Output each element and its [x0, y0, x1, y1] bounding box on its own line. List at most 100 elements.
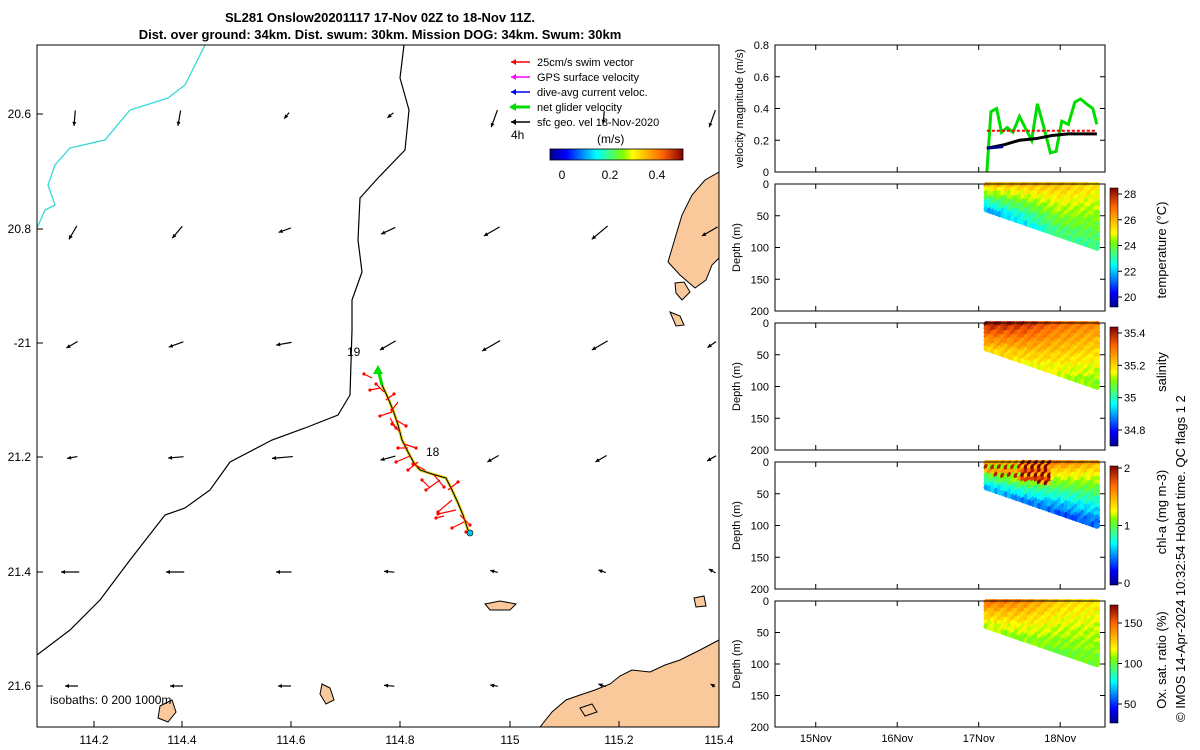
x-tick-label: 16Nov — [881, 733, 913, 745]
lat-tick-label: 20.6 — [8, 107, 32, 121]
lon-tick-label: 114.2 — [79, 733, 108, 747]
sfc-vector-head — [65, 684, 69, 688]
swim-vector — [412, 463, 426, 471]
land-island-7 — [579, 703, 598, 717]
map-cbar-label: (m/s) — [597, 132, 624, 146]
y-tick-label: 200 — [751, 306, 769, 318]
sfc-vector-head — [168, 343, 174, 348]
y-axis-label: Depth (m) — [731, 501, 743, 550]
colorbar-label: chl-a (mg m-3) — [1154, 470, 1169, 555]
y-tick-label: 0 — [763, 596, 769, 608]
swim-vector — [459, 514, 471, 526]
title-line-2: Dist. over ground: 34km. Dist. swum: 30k… — [139, 27, 622, 42]
panel-frame — [774, 44, 1106, 173]
title-line-1: SL281 Onslow20201117 17-Nov 02Z to 18-No… — [225, 10, 535, 25]
sfc-vector-head — [595, 458, 600, 462]
swim-vector — [385, 393, 395, 401]
y-tick-label: 0.8 — [754, 40, 769, 52]
sfc-vector-head — [490, 569, 495, 574]
sfc-vector-head — [166, 570, 170, 574]
map-cbar-tick-0: 0 — [559, 168, 566, 182]
colorbar — [1109, 604, 1119, 724]
land-island-4 — [319, 683, 335, 705]
swim-vector — [421, 479, 431, 489]
legend-dive: dive-avg current veloc. — [537, 87, 648, 99]
sfc-vector-head — [387, 113, 392, 118]
y-tick-label: 0.6 — [754, 72, 769, 84]
colorbar — [1109, 187, 1119, 308]
swim-vector — [389, 417, 397, 429]
land-island-2 — [669, 311, 685, 327]
swim-vector — [379, 411, 393, 417]
legend-sfc: sfc geo. vel 18-Nov-2020 — [537, 117, 659, 129]
cbar-tick-label: 1 — [1124, 521, 1130, 533]
map-frame — [36, 44, 720, 728]
scatter-point — [1093, 244, 1101, 251]
colorbar — [1109, 326, 1119, 447]
sfc-vector-head — [710, 684, 715, 688]
lon-tick-label: 115.4 — [704, 733, 733, 747]
sfc-vector-head — [61, 570, 65, 574]
series-line-black — [986, 132, 1097, 150]
copyright-note: © IMOS 14-Apr-2024 10:32:54 Hobart time.… — [1173, 395, 1188, 722]
sfc-vector-head — [72, 121, 77, 126]
swim-vector-head — [394, 426, 398, 430]
swim-vector-head — [392, 392, 396, 396]
y-tick-label: 150 — [751, 552, 769, 564]
y-tick-label: 150 — [751, 274, 769, 286]
map-cbar-tick-1: 0.2 — [602, 168, 619, 182]
swim-vector — [403, 443, 417, 449]
lat-tick-label: 21.6 — [8, 679, 32, 693]
swim-vector-head — [434, 516, 438, 520]
swim-vector-head — [378, 414, 382, 418]
panel-4: 0 50 100 150 200 Depth (m) 150 100 50 Ox. sat. ra… — [731, 596, 1169, 734]
swim-vector-head — [468, 523, 472, 527]
day-label-19: 19 — [347, 345, 361, 359]
lon-tick-label: 114.4 — [167, 733, 196, 747]
swim-vector-head — [374, 382, 378, 386]
swim-vector-head — [442, 485, 446, 489]
y-tick-label: 150 — [751, 413, 769, 425]
scatter-point — [1093, 522, 1101, 529]
colorbar-label: Ox. sat. ratio (%) — [1154, 611, 1169, 709]
swim-vector-head — [396, 446, 400, 450]
day-label-18: 18 — [426, 445, 440, 459]
swim-vector — [369, 387, 381, 391]
y-tick-label: 0 — [763, 457, 769, 469]
land-island-6 — [693, 595, 707, 608]
sfc-vector-head — [601, 119, 606, 124]
colorbar-label: salinity — [1154, 352, 1169, 392]
y-tick-label: 150 — [751, 691, 769, 703]
series-start — [986, 145, 1004, 150]
glider-position — [466, 529, 474, 537]
y-axis-label: Depth (m) — [731, 640, 743, 689]
sfc-vector-head — [591, 346, 597, 350]
swim-vector — [437, 509, 457, 515]
sfc-vector-head — [384, 569, 389, 574]
swim-vector — [447, 481, 459, 491]
panel-frame — [774, 461, 1106, 590]
swim-vector-head — [436, 512, 440, 516]
lon-tick-label: 114.8 — [385, 733, 414, 747]
sfc-vector-head — [176, 121, 181, 126]
sfc-vector-head — [272, 456, 277, 461]
panel-1: 0 50 100 150 200 Depth (m) 28 26 24 22 20 temperatu… — [731, 179, 1169, 318]
cbar-tick-label: 34.8 — [1124, 425, 1145, 437]
panel-frame — [774, 600, 1106, 728]
y-tick-label: 200 — [751, 445, 769, 457]
y-tick-label: 100 — [751, 243, 769, 255]
map-legend: 25cm/s swim vector GPS surface velocity … — [509, 57, 659, 142]
cbar-tick-label: 150 — [1124, 618, 1142, 630]
y-axis-label: Depth (m) — [731, 362, 743, 411]
legend-4h: 4h — [511, 128, 524, 142]
cbar-tick-label: 22 — [1124, 266, 1136, 278]
map-colorbar — [549, 148, 684, 161]
scatter-point — [1093, 660, 1101, 668]
sfc-vector-head — [379, 346, 385, 350]
swim-vector-head — [414, 446, 418, 450]
lon-tick-label: 114.6 — [276, 733, 305, 747]
time-series-panels: 0 0.2 0.4 0.6 0.8 velocity magnitude (m/s) 0 50… — [731, 40, 1169, 745]
sfc-vector-head — [701, 232, 707, 236]
sfc-vector-head — [487, 458, 492, 462]
swim-vector — [395, 455, 411, 463]
